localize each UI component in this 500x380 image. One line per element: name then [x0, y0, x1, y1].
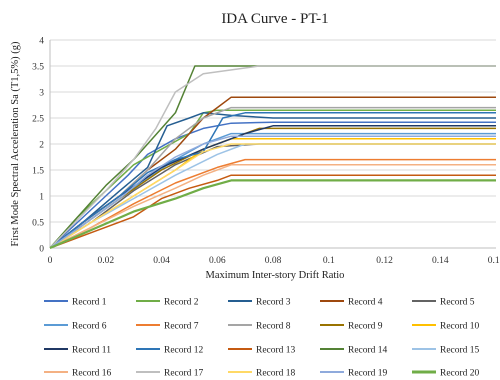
legend-label: Record 16 — [72, 369, 112, 379]
series-line-record-2 — [49, 109, 496, 249]
series-line-record-6 — [49, 132, 496, 249]
chart-title: IDA Curve - PT-1 — [221, 11, 328, 27]
x-tick-label: 0.12 — [376, 256, 393, 266]
series-line-record-18 — [49, 143, 496, 249]
series-line-record-12 — [49, 112, 496, 249]
legend-label: Record 1 — [72, 298, 107, 308]
x-tick-label: 0.06 — [209, 256, 226, 266]
gridlines — [50, 39, 496, 223]
y-tick-label: 3 — [39, 89, 44, 99]
x-tick-label: 0.16 — [488, 256, 500, 266]
x-tick-label: 0.04 — [153, 256, 170, 266]
y-tick-label: 1.5 — [32, 167, 44, 177]
legend-label: Record 4 — [348, 298, 383, 308]
legend-label: Record 5 — [440, 298, 475, 308]
series-line-record-4 — [49, 96, 496, 249]
legend-label: Record 9 — [348, 322, 383, 332]
series-line-record-16 — [49, 164, 496, 249]
x-tick-label: 0.08 — [265, 256, 282, 266]
series-line-record-3 — [49, 112, 496, 249]
series-line-record-20 — [49, 179, 496, 250]
legend-label: Record 10 — [440, 322, 480, 332]
y-tick-label: 3.5 — [32, 63, 44, 73]
series-line-record-17 — [49, 65, 496, 249]
series-line-record-19 — [49, 135, 496, 249]
legend-label: Record 3 — [256, 298, 291, 308]
y-tick-label: 2.5 — [32, 115, 44, 125]
y-tick-label: 0 — [39, 245, 44, 255]
legend-label: Record 2 — [164, 298, 199, 308]
series-line-record-13 — [49, 174, 496, 249]
y-tick-label: 1 — [39, 193, 44, 203]
legend-label: Record 13 — [256, 346, 296, 356]
legend-label: Record 15 — [440, 346, 480, 356]
legend-label: Record 8 — [256, 322, 291, 332]
series-line-record-9 — [49, 127, 496, 249]
tick-labels: 0 0.5 1 1.5 2 2.5 3 3.5 4 0 0.02 0.04 0.06 0.08 0.1 0.1… — [32, 37, 500, 267]
y-axis-title: First Mode Spectral Acceleration Sa (T1,… — [10, 41, 21, 246]
legend-label: Record 7 — [164, 322, 199, 332]
x-tick-label: 0.14 — [432, 256, 449, 266]
legend: Record 1 Record 2 Record 3 Record 4 Record 5… — [44, 298, 480, 379]
legend-label: Record 17 — [164, 369, 204, 379]
axes — [49, 40, 496, 249]
legend-label: Record 18 — [256, 369, 296, 379]
legend-label: Record 19 — [348, 369, 388, 379]
series-lines — [49, 65, 496, 250]
series-line-record-14 — [49, 65, 496, 249]
y-tick-label: 0.5 — [32, 219, 44, 229]
legend-label: Record 14 — [348, 346, 388, 356]
x-axis-title: Maximum Inter-story Drift Ratio — [206, 270, 345, 281]
legend-label: Record 20 — [440, 369, 480, 379]
y-tick-label: 4 — [39, 37, 44, 47]
legend-label: Record 12 — [164, 346, 204, 356]
legend-label: Record 11 — [72, 346, 111, 356]
x-tick-label: 0 — [48, 256, 53, 266]
series-line-record-1 — [49, 121, 496, 249]
x-tick-label: 0.1 — [323, 256, 335, 266]
y-tick-label: 2 — [39, 141, 44, 151]
x-tick-label: 0.02 — [97, 256, 114, 266]
legend-label: Record 6 — [72, 322, 107, 332]
